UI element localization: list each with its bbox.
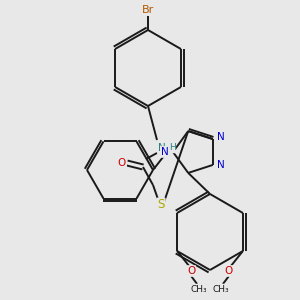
Text: O: O bbox=[118, 158, 126, 168]
Text: S: S bbox=[157, 199, 165, 212]
Text: O: O bbox=[225, 266, 233, 276]
Text: N: N bbox=[217, 160, 225, 170]
Text: O: O bbox=[187, 266, 195, 276]
Text: N: N bbox=[217, 132, 225, 142]
Text: CH₃: CH₃ bbox=[191, 284, 207, 293]
Text: Br: Br bbox=[142, 5, 154, 15]
Text: H: H bbox=[169, 143, 176, 152]
Text: CH₃: CH₃ bbox=[213, 284, 229, 293]
Text: N: N bbox=[158, 143, 166, 153]
Text: N: N bbox=[161, 147, 169, 157]
